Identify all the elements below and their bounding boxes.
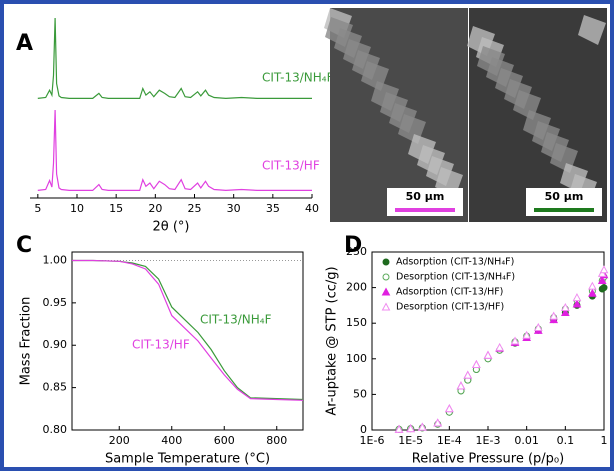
y-tick-label: 0.80 — [43, 423, 68, 436]
crystal — [477, 46, 505, 76]
point — [483, 350, 493, 359]
x-tick-label: 1 — [601, 434, 608, 447]
series-label: CIT-13/HF — [262, 159, 320, 173]
x-tick-label: 1E-3 — [476, 434, 501, 447]
series-label: CIT-13/HF — [132, 338, 190, 352]
series-label: CIT-13/NH₄F — [262, 71, 334, 85]
legend-marker — [381, 302, 391, 311]
crystal — [523, 110, 551, 140]
x-tick-label: 20 — [148, 202, 162, 215]
x-tick-label: 600 — [214, 434, 235, 447]
x-tick-label: 30 — [227, 202, 241, 215]
scale-label: 50 µm — [545, 190, 584, 203]
legend-label: Adsorption (CIT-13/HF) — [396, 287, 503, 298]
x-axis-title: Relative Pressure (p/p₀) — [412, 452, 564, 467]
legend-label: Desorption (CIT-13/HF) — [396, 302, 504, 313]
point — [456, 381, 466, 390]
point — [588, 288, 597, 297]
point — [522, 330, 532, 339]
legend-marker — [381, 287, 391, 296]
x-tick-label: 0.01 — [514, 434, 539, 447]
point — [433, 418, 443, 427]
point — [406, 424, 416, 433]
x-tick-label: 800 — [266, 434, 287, 447]
point — [444, 404, 454, 413]
x-tick-label: 10 — [70, 202, 84, 215]
x-tick-label: 25 — [188, 202, 202, 215]
x-tick-label: 1E-4 — [437, 434, 462, 447]
point — [560, 307, 570, 317]
point — [599, 265, 609, 274]
point — [600, 284, 608, 292]
crystal — [578, 15, 606, 45]
scale-label: 50 µm — [406, 190, 445, 203]
x-tick-label: 35 — [266, 202, 280, 215]
y-tick-label: 200 — [346, 281, 367, 294]
legend-label: Desorption (CIT-13/NH₄F) — [396, 272, 515, 283]
x-tick-label: 1E-5 — [398, 434, 423, 447]
series-line — [37, 109, 312, 192]
crystal — [371, 81, 399, 111]
y-tick-label: 0.95 — [43, 296, 68, 309]
x-tick-label: 5 — [34, 202, 41, 215]
x-tick-label: 400 — [161, 434, 182, 447]
x-tick-label: 15 — [109, 202, 123, 215]
series-label: CIT-13/NH₄F — [200, 313, 272, 327]
panel-label: D — [344, 233, 362, 258]
point — [588, 281, 597, 290]
panel-label: C — [16, 233, 32, 258]
y-tick-label: 0.85 — [43, 381, 68, 394]
point — [597, 275, 607, 284]
series-line — [72, 259, 304, 401]
legend-label: Adsorption (CIT-13/NH₄F) — [396, 257, 514, 268]
y-tick-label: 150 — [346, 316, 367, 329]
y-tick-label: 0.90 — [43, 338, 68, 351]
point — [495, 342, 504, 351]
x-tick-label: 40 — [305, 202, 319, 215]
plot-frame — [71, 251, 304, 431]
y-tick-label: 250 — [346, 245, 367, 258]
legend-marker — [382, 273, 390, 281]
legend-marker — [382, 258, 390, 266]
crystal — [325, 17, 353, 47]
x-axis-title: Sample Temperature (°C) — [105, 452, 270, 467]
point — [463, 370, 473, 379]
x-tick-label: 200 — [109, 434, 130, 447]
point — [549, 311, 559, 320]
y-tick-label: 1.00 — [43, 253, 68, 266]
series-line — [37, 17, 312, 100]
y-tick-label: 50 — [353, 387, 367, 400]
point — [560, 302, 570, 312]
crystal — [560, 163, 588, 193]
point — [572, 293, 582, 302]
x-tick-label: 1E-6 — [360, 434, 385, 447]
crystal — [408, 134, 436, 164]
point — [510, 336, 520, 345]
panel-label: A — [16, 31, 33, 56]
y-tick-label: 0 — [360, 423, 367, 436]
x-tick-label: 0.1 — [557, 434, 575, 447]
x-axis-title: 2θ (°) — [152, 220, 189, 235]
point — [572, 299, 582, 308]
point — [417, 422, 427, 431]
y-tick-label: 100 — [346, 352, 367, 365]
point — [533, 322, 543, 331]
y-axis-title: Mass Fraction — [19, 297, 34, 386]
y-axis-title: Ar-uptake @ STP (cc/g) — [325, 266, 340, 415]
point — [472, 359, 481, 368]
point — [394, 424, 404, 433]
